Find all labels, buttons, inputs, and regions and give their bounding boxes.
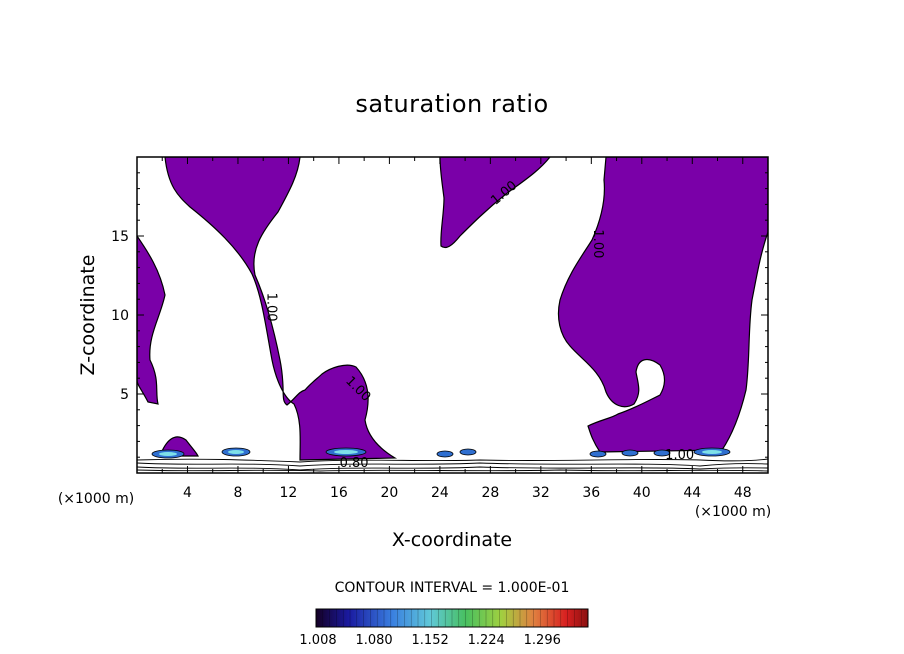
ground-line-4	[137, 469, 768, 472]
x-tick-label: 8	[233, 485, 242, 501]
surface-blob-3-core	[334, 450, 358, 454]
contour-label: 1.00	[590, 229, 605, 258]
ground-line-2	[137, 462, 768, 467]
x-tick-label: 40	[633, 485, 651, 501]
x-tick-label: 16	[330, 485, 348, 501]
x-unit-label-left: (×1000 m)	[58, 491, 134, 507]
x-tick-label: 4	[183, 485, 192, 501]
surface-blob-8	[653, 449, 671, 457]
colorbar-tick-label: 1.008	[299, 633, 336, 648]
contour-label: 0.80	[340, 456, 369, 471]
colorbar-labels: 1.008 1.080 1.152 1.224 1.296	[299, 633, 560, 648]
x-tick-label: 36	[582, 485, 600, 501]
contour-interval-text: CONTOUR INTERVAL = 1.000E-01	[335, 580, 570, 596]
x-tick-label: 20	[380, 485, 398, 501]
surface-cloud-blobs	[151, 447, 731, 459]
ground-line-1	[137, 458, 768, 463]
x-axis-title: X-coordinate	[392, 529, 512, 551]
y-axis-title: Z-coordinate	[77, 255, 99, 376]
y-tick-label: 5	[120, 387, 129, 403]
x-tick-label: 48	[734, 485, 752, 501]
surface-blob-9-core	[702, 450, 722, 454]
y-tick-label: 15	[111, 229, 129, 245]
x-tick-label: 28	[481, 485, 499, 501]
ground-line-3	[137, 466, 768, 471]
colorbar-tick-label: 1.224	[468, 633, 505, 648]
colorbar-tick-label: 1.152	[412, 633, 449, 648]
contour-labels: 1.001.001.001.001.000.80	[263, 178, 694, 471]
colorbar-tick-label: 1.296	[524, 633, 561, 648]
surface-blob-2-core	[228, 450, 244, 454]
y-tick-labels: 5 10 15	[111, 229, 129, 403]
region-left-edge	[137, 234, 166, 405]
surface-contour-lines	[137, 458, 768, 472]
contour-regions	[137, 157, 768, 461]
contour-label: 1.00	[665, 448, 694, 463]
x-tick-label: 32	[532, 485, 550, 501]
surface-blob-1-core	[159, 452, 177, 456]
x-unit-label-right: (×1000 m)	[695, 504, 771, 520]
x-tick-label: 24	[431, 485, 449, 501]
region-left-plume	[164, 157, 398, 461]
contour-label: 1.00	[263, 293, 278, 322]
surface-blob-6	[589, 450, 607, 458]
surface-blob-4	[436, 450, 454, 458]
surface-blob-5	[459, 448, 477, 456]
axis-tick-marks	[137, 157, 768, 473]
x-tick-label: 44	[683, 485, 701, 501]
surface-blob-7	[621, 449, 639, 457]
region-right-plume	[557, 157, 768, 453]
chart-title: saturation ratio	[355, 90, 548, 118]
colorbar-stripes	[322, 609, 582, 627]
y-tick-label: 10	[111, 308, 129, 324]
x-tick-labels: 4 8 12 16 20 24 28 32 36 40 44 48	[183, 485, 752, 501]
region-top-middle	[439, 157, 551, 249]
colorbar-tick-label: 1.080	[355, 633, 392, 648]
x-tick-label: 12	[280, 485, 298, 501]
